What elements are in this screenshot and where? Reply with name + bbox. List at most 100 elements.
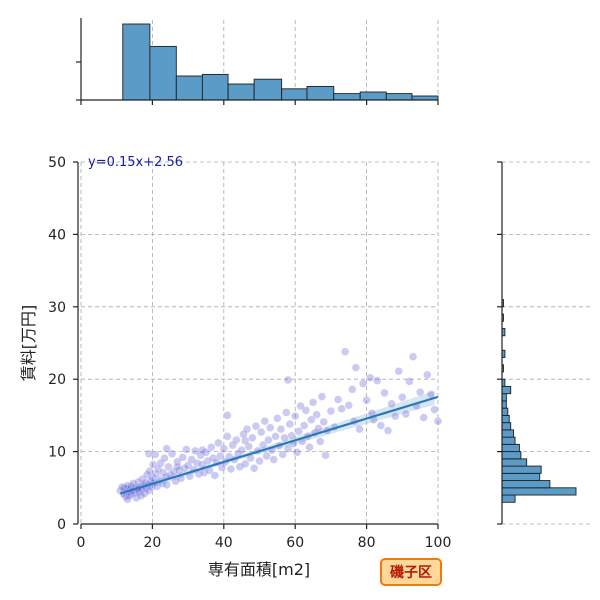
data-point bbox=[380, 389, 389, 397]
data-point bbox=[259, 441, 267, 449]
data-point bbox=[250, 464, 259, 473]
x-tick-label: 100 bbox=[425, 535, 452, 551]
data-point bbox=[318, 392, 326, 401]
data-point bbox=[184, 461, 192, 470]
right-histogram-bar bbox=[501, 436, 516, 445]
right-histogram bbox=[497, 161, 590, 525]
top-histogram-bar bbox=[227, 83, 255, 101]
data-point bbox=[391, 412, 400, 421]
right-histogram-bar bbox=[501, 465, 542, 474]
data-point bbox=[337, 404, 346, 413]
x-axis-ticks: 0 20 40 60 80 100 bbox=[77, 524, 452, 551]
top-histogram-bar bbox=[333, 93, 361, 101]
right-histogram-bar bbox=[501, 494, 516, 503]
x-tick-label: 0 bbox=[77, 535, 86, 551]
data-point bbox=[182, 445, 191, 454]
data-point bbox=[255, 457, 264, 465]
data-point bbox=[129, 479, 138, 488]
data-point bbox=[277, 425, 285, 434]
right-histogram-bar bbox=[501, 472, 541, 482]
data-point bbox=[426, 390, 435, 399]
data-point bbox=[291, 412, 300, 421]
x-tick-label: 80 bbox=[358, 535, 376, 551]
right-histogram-bar bbox=[501, 407, 509, 416]
data-point bbox=[207, 443, 216, 452]
data-point bbox=[162, 481, 171, 489]
data-point bbox=[373, 376, 382, 385]
data-point bbox=[341, 347, 350, 356]
right-histogram-bar bbox=[501, 385, 512, 395]
right-histogram-bar bbox=[501, 458, 528, 467]
x-tick-label: 20 bbox=[143, 535, 161, 551]
data-point bbox=[243, 425, 251, 434]
main-grid bbox=[80, 161, 439, 525]
data-point bbox=[198, 446, 207, 455]
data-point bbox=[178, 453, 187, 462]
data-point bbox=[384, 426, 392, 435]
data-point bbox=[401, 410, 410, 418]
data-point bbox=[145, 467, 154, 476]
data-point bbox=[287, 431, 296, 440]
data-point bbox=[285, 420, 294, 428]
data-point bbox=[307, 415, 316, 424]
data-point bbox=[219, 444, 228, 453]
data-point bbox=[187, 455, 196, 464]
data-point bbox=[210, 471, 219, 480]
data-point bbox=[264, 436, 273, 444]
regression-line bbox=[119, 395, 439, 495]
y-tick-label: 50 bbox=[48, 155, 66, 171]
data-point bbox=[216, 452, 225, 460]
data-point bbox=[260, 417, 269, 426]
data-point bbox=[284, 444, 292, 453]
right-histogram-bar bbox=[501, 422, 512, 431]
data-point bbox=[223, 432, 232, 441]
data-point bbox=[266, 423, 275, 432]
data-point bbox=[387, 399, 396, 408]
data-point bbox=[326, 407, 335, 415]
top-histogram-ticks bbox=[76, 61, 439, 105]
data-point bbox=[173, 462, 182, 471]
data-point bbox=[305, 443, 314, 452]
data-point bbox=[366, 373, 375, 382]
data-point bbox=[362, 396, 371, 405]
data-point bbox=[359, 379, 367, 388]
right-histogram-bar bbox=[501, 429, 515, 438]
right-histogram-bar bbox=[501, 414, 510, 424]
x-axis-label: 専有面積[m2] bbox=[208, 560, 310, 579]
data-point bbox=[144, 449, 153, 458]
top-histogram-bar bbox=[253, 78, 283, 101]
data-point bbox=[280, 433, 289, 442]
data-point bbox=[248, 433, 257, 442]
data-point bbox=[252, 422, 260, 431]
data-point bbox=[319, 418, 328, 426]
data-point bbox=[151, 450, 160, 459]
data-point bbox=[237, 446, 246, 455]
data-point bbox=[164, 462, 173, 471]
data-point bbox=[278, 450, 287, 459]
right-histogram-bar bbox=[501, 400, 507, 409]
data-point bbox=[149, 460, 158, 469]
y-tick-label: 30 bbox=[48, 300, 66, 316]
data-point bbox=[405, 377, 414, 386]
data-point bbox=[316, 437, 325, 446]
data-point bbox=[223, 411, 232, 420]
data-point bbox=[257, 428, 266, 436]
data-point bbox=[430, 405, 439, 414]
data-point bbox=[241, 436, 250, 445]
data-point bbox=[409, 352, 417, 361]
data-point bbox=[241, 460, 250, 468]
data-point bbox=[394, 367, 403, 376]
top-histogram-bar bbox=[149, 45, 177, 101]
right-histogram-bar bbox=[501, 443, 520, 453]
y-tick-label: 20 bbox=[48, 372, 66, 388]
data-point bbox=[296, 402, 305, 410]
data-point bbox=[419, 413, 428, 422]
data-point bbox=[302, 406, 310, 415]
scatter-points bbox=[116, 347, 442, 504]
data-point bbox=[348, 385, 357, 394]
top-histogram-bar bbox=[359, 91, 387, 101]
data-point bbox=[140, 489, 149, 498]
data-point bbox=[314, 424, 323, 433]
y-axis-ticks: 0 10 20 30 40 50 bbox=[48, 155, 78, 533]
